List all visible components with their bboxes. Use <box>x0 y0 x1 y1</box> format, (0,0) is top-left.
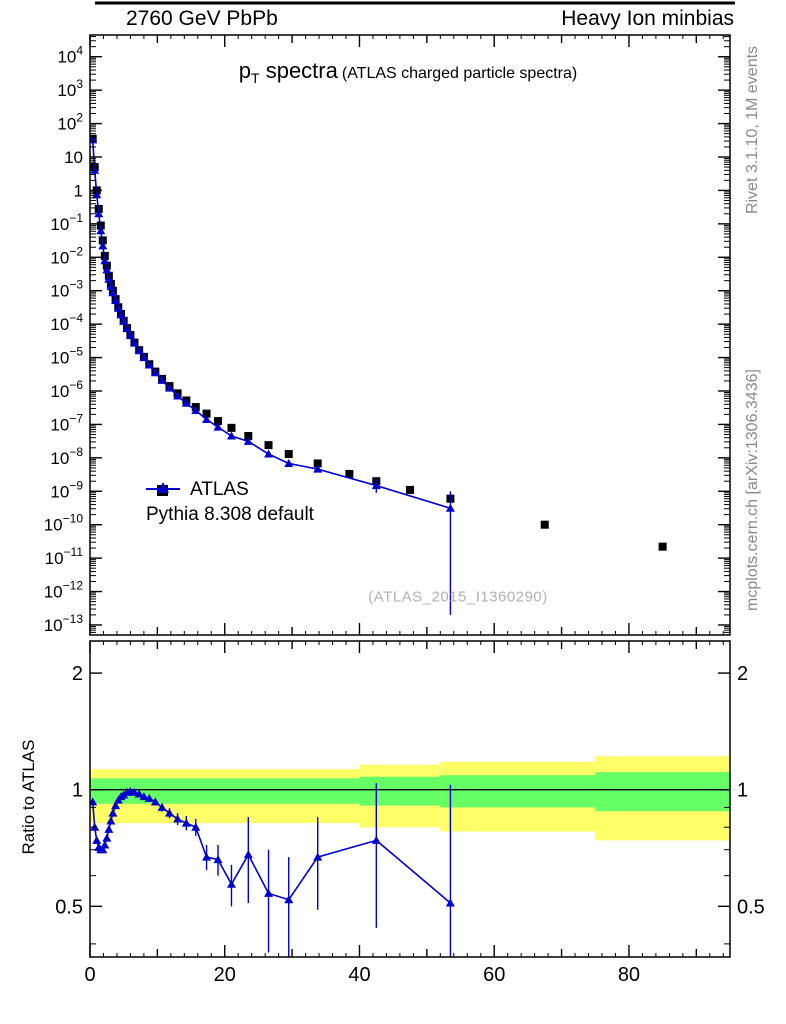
mcplots-arxiv-label: mcplots.cern.ch [arXiv:1306.3436] <box>744 369 761 611</box>
beam-label: 2760 GeV PbPb <box>126 7 278 30</box>
svg-text:10−2: 10−2 <box>50 244 83 267</box>
svg-text:10−10: 10−10 <box>44 512 84 535</box>
legend-label-pythia: Pythia 8.308 default <box>146 504 314 525</box>
title-subscript: T <box>251 70 260 86</box>
analysis-id-watermark: (ATLAS_2015_I1360290) <box>368 588 548 606</box>
svg-text:10−6: 10−6 <box>50 378 83 401</box>
svg-text:10−8: 10−8 <box>50 445 83 468</box>
svg-text:10−13: 10−13 <box>44 612 84 635</box>
svg-text:10−9: 10−9 <box>50 478 83 501</box>
svg-text:20: 20 <box>214 964 236 986</box>
svg-text:2: 2 <box>737 663 748 685</box>
svg-text:10−7: 10−7 <box>50 411 83 434</box>
svg-text:10: 10 <box>64 148 83 167</box>
ratio-series <box>90 783 455 957</box>
title-rest: spectra <box>259 58 338 83</box>
svg-text:0: 0 <box>84 964 95 986</box>
legend: ATLAS Pythia 8.308 default <box>146 479 314 525</box>
process-label: Heavy Ion minbias <box>561 7 734 30</box>
svg-text:102: 102 <box>57 111 83 134</box>
svg-text:0.5: 0.5 <box>737 896 765 918</box>
svg-text:60: 60 <box>483 964 505 986</box>
pythia-series <box>90 135 455 615</box>
svg-text:104: 104 <box>57 44 83 67</box>
svg-text:103: 103 <box>57 77 83 100</box>
rivet-version-label: Rivet 3.1.10, 1M events <box>744 45 761 215</box>
svg-text:1: 1 <box>737 780 748 802</box>
svg-text:1: 1 <box>74 181 83 200</box>
svg-text:10−12: 10−12 <box>44 579 84 602</box>
svg-text:10−11: 10−11 <box>45 545 84 568</box>
svg-text:10−5: 10−5 <box>50 345 83 368</box>
svg-text:10−4: 10−4 <box>50 311 83 334</box>
svg-text:2: 2 <box>72 663 83 685</box>
svg-text:1: 1 <box>72 780 83 802</box>
svg-text:10−1: 10−1 <box>50 211 83 234</box>
blue-triangle-line-marker-icon <box>146 482 180 493</box>
title-analysis: (ATLAS charged particle spectra) <box>341 65 578 82</box>
svg-text:40: 40 <box>348 964 370 986</box>
svg-text:10−3: 10−3 <box>50 278 83 301</box>
legend-item-pythia: Pythia 8.308 default <box>146 482 314 525</box>
title-main: p <box>238 58 252 83</box>
legend-label-atlas: ATLAS <box>190 479 249 500</box>
ratio-axis-title: Ratio to ATLAS <box>19 739 38 855</box>
svg-text:0.5: 0.5 <box>55 896 83 918</box>
svg-text:80: 80 <box>618 964 640 986</box>
plot-title: pT spectra (ATLAS charged particle spectr… <box>239 58 577 86</box>
